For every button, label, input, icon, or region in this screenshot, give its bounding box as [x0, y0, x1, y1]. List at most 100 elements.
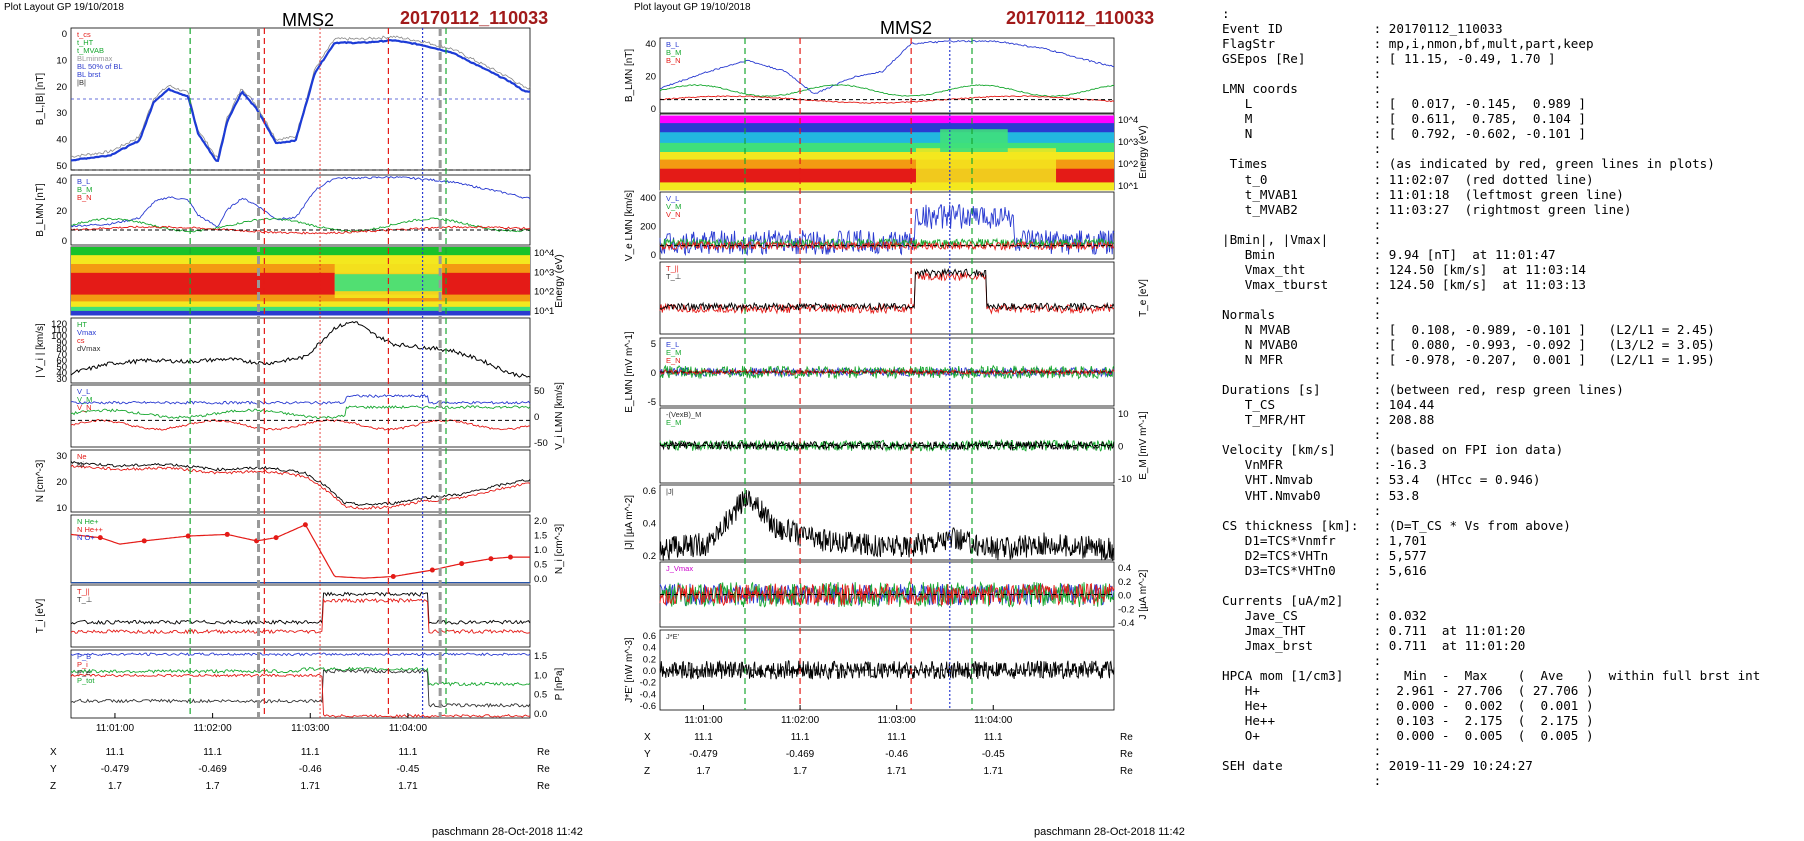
series-line — [70, 217, 531, 233]
middle-plot-header: Plot layout GP 19/10/2018 — [634, 2, 751, 13]
coord-value: 11.1 — [984, 732, 1003, 743]
panel-p: 1.5 1.0 0.5 0.0 P [nPa] P_BP_iP_eP_tot — [70, 649, 565, 720]
middle-footer: paschmann 28-Oct-2018 11:42 — [1034, 826, 1185, 838]
legend-entry: B_N — [77, 193, 92, 202]
tick-label: 0 — [651, 368, 656, 379]
panel-ti: T_i [eV] T_||T_⊥ — [35, 584, 531, 648]
info-line: : — [1222, 653, 1382, 669]
spectrogram-band — [71, 294, 530, 302]
tick-label: 30 — [56, 108, 67, 119]
spectrogram-band — [660, 182, 1114, 191]
coord-unit: Re — [1120, 766, 1133, 777]
legend-entry: -(VexB)_M — [666, 410, 701, 419]
legend-entry: E_M — [666, 348, 681, 357]
axis-label: J [µA m^-2] — [1138, 569, 1149, 619]
spectrogram-band — [71, 247, 530, 256]
legend-entry: J_Vmax — [666, 564, 693, 573]
series-line — [70, 464, 531, 511]
legend-entry: N O+ — [77, 533, 95, 542]
info-line: Jmax_brst : 0.711 at 11:01:20 — [1222, 637, 1526, 653]
series-line — [659, 582, 1115, 607]
legend-entry: cs — [77, 336, 85, 345]
panel-blmn: 40 20 0 B_LMN [nT] B_LB_MB_N — [624, 37, 1115, 115]
series-line — [659, 84, 1115, 98]
tick-label: 0.0 — [643, 666, 656, 677]
legend-entry: P_tot — [77, 676, 95, 685]
info-line: N MVAB0 : [ 0.080, -0.993, -0.092 ] (L3/… — [1222, 337, 1715, 353]
series-line — [70, 652, 531, 657]
coord-value: 1.7 — [108, 781, 122, 792]
info-line: t_MVAB2 : 11:03:27 (rightmost green line… — [1222, 201, 1632, 217]
coord-name: X — [644, 732, 651, 743]
panel-em: 10 0 -10 E_M [mV m^-1] -(VexB)_ME_M — [659, 407, 1149, 485]
tick-label: 10^2 — [534, 287, 554, 298]
info-line: D2=TCS*VHTn : 5,577 — [1222, 547, 1427, 563]
tick-label: -0.4 — [640, 689, 656, 700]
data-point — [224, 531, 230, 537]
series-line — [70, 591, 531, 625]
coord-value: 11.1 — [106, 747, 125, 758]
coord-name: X — [50, 747, 57, 758]
legend-entry: B_N — [666, 56, 681, 65]
axis-label: Energy (eV) — [1138, 125, 1149, 178]
tick-label: 10^3 — [1118, 137, 1138, 148]
tick-label: 0.2 — [643, 654, 656, 665]
axis-label: P [nPa] — [554, 667, 565, 700]
spectrogram-band — [915, 148, 1057, 187]
coord-value: 1.7 — [206, 781, 220, 792]
info-line: Event ID : 20170112_110033 — [1222, 21, 1503, 37]
info-line: D3=TCS*VHTn0 : 5,616 — [1222, 562, 1427, 578]
data-point — [185, 533, 191, 539]
time-tick-label: 11:02:00 — [781, 715, 820, 726]
info-line: Durations [s] : (between red, resp green… — [1222, 382, 1624, 398]
info-line: |Bmin|, |Vmax| : — [1222, 231, 1382, 247]
tick-label: 20 — [645, 72, 656, 83]
legend-entry: V_N — [666, 210, 681, 219]
legend-entry: Ni — [77, 460, 84, 469]
tick-label: 0.4 — [643, 643, 656, 654]
tick-label: 0.6 — [643, 486, 656, 497]
panel-frame — [70, 449, 531, 513]
info-line: : — [1222, 216, 1382, 232]
spectrogram-band — [71, 272, 530, 296]
axis-label: |J| [µA m^-2] — [624, 495, 635, 550]
tick-label: 40 — [56, 368, 67, 379]
tick-label: -50 — [534, 438, 548, 449]
legend-entry: T_⊥ — [77, 595, 93, 604]
coord-value: 1.71 — [887, 766, 907, 777]
coord-value: -0.45 — [982, 749, 1005, 760]
coord-unit: Re — [1120, 749, 1133, 760]
middle-plot-title: MMS2 — [880, 18, 933, 38]
panel-elmn: 5 0 -5 E_LMN [mV m^-1] E_LE_ME_N — [624, 331, 1115, 413]
legend-entry: T_⊥ — [666, 272, 682, 281]
left-event-id: 20170112_110033 — [400, 8, 549, 28]
tick-label: 0.6 — [643, 631, 656, 642]
info-line: Vmax_tht : 124.50 [km/s] at 11:03:14 — [1222, 261, 1586, 277]
coord-value: 11.1 — [301, 747, 320, 758]
info-line: : — [1222, 773, 1382, 789]
tick-label: 0 — [651, 250, 656, 261]
info-line: L : [ 0.017, -0.145, 0.989 ] — [1222, 96, 1586, 112]
panel-jlmn: 0.4 0.2 0.0 -0.2 -0.4 J [µA m^-2] J_Vmax — [659, 561, 1149, 629]
time-tick-label: 11:03:00 — [878, 715, 917, 726]
series-line — [659, 489, 1115, 561]
panel-frame — [70, 317, 531, 384]
legend-entry: t_HT — [77, 38, 94, 47]
data-point — [273, 535, 279, 541]
panel-ni: 2.0 1.5 1.0 0.5 0.0 N_i [cm^-3] N He+N He++N O… — [70, 514, 565, 585]
tick-label: 90 — [56, 337, 67, 348]
tick-label: 10^4 — [1118, 115, 1138, 126]
tick-label: -0.4 — [1118, 618, 1134, 629]
coord-name: Z — [50, 781, 56, 792]
info-line: Times : (as indicated by red, green line… — [1222, 156, 1715, 172]
tick-label: 80 — [56, 343, 67, 354]
axis-label: | V_i | [km/s] — [35, 323, 46, 378]
middle-event-id: 20170112_110033 — [1006, 8, 1155, 28]
time-tick-label: 11:04:00 — [389, 723, 428, 734]
legend-entry: E_N — [666, 356, 681, 365]
